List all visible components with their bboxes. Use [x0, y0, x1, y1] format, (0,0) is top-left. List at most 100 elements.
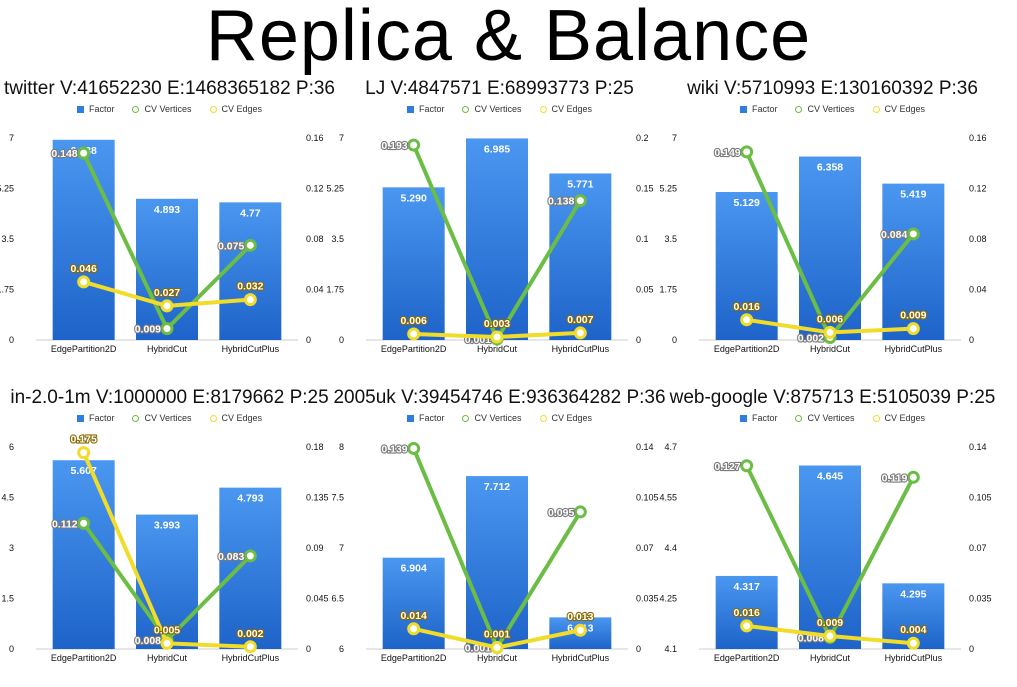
- right-tick-label: 0.1: [636, 234, 649, 244]
- point-value-label: 0.027: [154, 287, 180, 299]
- legend-cv-edges: CV Edges: [209, 104, 262, 114]
- point-cv-edges: [77, 446, 91, 460]
- legend-cv-vertices-swatch: [795, 105, 803, 113]
- legend-factor-swatch: [739, 105, 747, 113]
- chart-plot: 0 1.75 3.5 5.25 7 0 0.05 0.1 0.15 0.2 5.290 6.985 5.…: [326, 133, 654, 354]
- legend-cv-edges-swatch: [872, 414, 880, 422]
- chart-plot: 4.1 4.25 4.4 4.55 4.7 0 0.035 0.07 0.105 0.14 4.31…: [659, 442, 992, 663]
- bar-factor: [799, 465, 861, 649]
- right-tick-label: 0: [636, 644, 641, 654]
- legend-factor-swatch: [739, 414, 747, 422]
- bar-value-label: 4.317: [734, 581, 760, 593]
- right-tick-label: 0.135: [306, 493, 329, 503]
- chart-panel-wiki: wiki V:5710993 E:130160392 P:36 Factor C…: [659, 78, 1002, 378]
- chart-title: twitter V:41652230 E:1468365182 P:36: [4, 78, 335, 99]
- bar-value-label: 5.290: [401, 192, 427, 204]
- bar-factor: [466, 138, 528, 340]
- legend-cv-vertices: CV Vertices: [132, 413, 192, 423]
- point-cv-vertices: [407, 138, 421, 152]
- bar-factor: [466, 476, 528, 649]
- point-value-label: 0.046: [71, 263, 97, 275]
- right-tick-label: 0.07: [969, 543, 987, 553]
- left-tick-label: 3.5: [331, 234, 344, 244]
- right-tick-label: 0: [306, 644, 311, 654]
- legend-factor: Factor: [739, 413, 778, 423]
- point-cv-vertices: [740, 459, 754, 473]
- left-tick-label: 8: [339, 442, 344, 452]
- chart-title: 2005uk V:39454746 E:936364282 P:36: [333, 387, 666, 408]
- bar-value-label: 6.904: [401, 563, 427, 575]
- point-value-label: 0.084: [881, 229, 907, 241]
- left-tick-label: 3.5: [1, 234, 14, 244]
- category-label: HybridCutPlus: [222, 344, 280, 354]
- right-tick-label: 0.07: [636, 543, 654, 553]
- legend-cv-vertices-swatch: [795, 414, 803, 422]
- left-tick-label: 7: [9, 133, 14, 143]
- chart-legend: Factor CV Vertices CV Edges: [330, 413, 669, 423]
- point-value-label: 0.016: [734, 301, 760, 313]
- point-cv-edges: [407, 327, 421, 341]
- point-cv-edges: [740, 619, 754, 633]
- right-tick-label: 0: [969, 335, 974, 345]
- point-value-label: 0.095: [548, 507, 574, 519]
- point-value-label: 0.138: [548, 196, 574, 208]
- point-value-label: 0.119: [882, 472, 908, 484]
- point-cv-edges: [243, 293, 257, 307]
- chart-panel-twitter: twitter V:41652230 E:1468365182 P:36 Fac…: [0, 78, 339, 378]
- legend-factor: Factor: [76, 413, 114, 423]
- legend-factor-label: Factor: [751, 413, 778, 423]
- legend-cv-edges: CV Edges: [539, 413, 592, 423]
- point-cv-vertices: [77, 146, 91, 160]
- legend-cv-vertices-label: CV Vertices: [144, 104, 192, 114]
- point-value-label: 0.083: [218, 551, 244, 563]
- legend-cv-vertices-swatch: [132, 414, 140, 422]
- point-cv-edges: [573, 623, 587, 637]
- bar-factor: [219, 487, 282, 649]
- category-label: EdgePartition2D: [381, 653, 447, 663]
- category-label: EdgePartition2D: [381, 344, 447, 354]
- right-tick-label: 0.08: [306, 234, 324, 244]
- bar-value-label: 5.129: [734, 197, 760, 209]
- left-tick-label: 5.25: [659, 184, 677, 194]
- point-value-label: 0.002: [237, 628, 263, 640]
- right-tick-label: 0.105: [636, 493, 659, 503]
- right-tick-label: 0.14: [636, 442, 654, 452]
- point-value-label: 0.032: [237, 281, 263, 293]
- legend-cv-edges: CV Edges: [872, 413, 925, 423]
- chart-legend: Factor CV Vertices CV Edges: [330, 104, 669, 114]
- legend-factor-label: Factor: [418, 413, 445, 423]
- chart-panel-in-2-0-1m: in-2.0-1m V:1000000 E:8179662 P:25 Facto…: [0, 387, 339, 687]
- point-cv-edges: [906, 322, 920, 336]
- point-value-label: 0.075: [218, 240, 244, 252]
- right-tick-label: 0.12: [969, 184, 987, 194]
- category-label: HybridCut: [477, 653, 518, 663]
- legend-cv-vertices: CV Vertices: [462, 413, 522, 423]
- legend-factor-label: Factor: [751, 104, 778, 114]
- point-cv-vertices: [906, 227, 920, 241]
- category-label: EdgePartition2D: [51, 344, 117, 354]
- category-label: HybridCut: [810, 653, 851, 663]
- point-value-label: 0.016: [734, 607, 760, 619]
- right-tick-label: 0.09: [306, 543, 324, 553]
- right-tick-label: 0.035: [969, 594, 992, 604]
- legend-cv-edges-swatch: [539, 414, 547, 422]
- point-cv-edges: [740, 313, 754, 327]
- category-label: HybridCutPlus: [885, 344, 943, 354]
- right-tick-label: 0.105: [969, 493, 992, 503]
- chart-panel-2005uk: 2005uk V:39454746 E:936364282 P:36 Facto…: [330, 387, 669, 687]
- left-tick-label: 4.55: [659, 493, 677, 503]
- left-tick-label: 1.75: [0, 285, 14, 295]
- right-tick-label: 0: [306, 335, 311, 345]
- legend-factor: Factor: [76, 104, 114, 114]
- legend-cv-vertices-label: CV Vertices: [474, 104, 522, 114]
- legend-cv-edges-label: CV Edges: [884, 104, 926, 114]
- right-tick-label: 0.05: [636, 285, 654, 295]
- category-label: EdgePartition2D: [51, 653, 117, 663]
- bar-factor: [52, 139, 115, 340]
- bar-factor: [136, 198, 198, 340]
- legend-cv-edges-swatch: [209, 414, 217, 422]
- point-cv-edges: [906, 636, 920, 650]
- point-value-label: 0.005: [154, 624, 180, 636]
- right-tick-label: 0.16: [969, 133, 987, 143]
- left-tick-label: 3: [9, 543, 14, 553]
